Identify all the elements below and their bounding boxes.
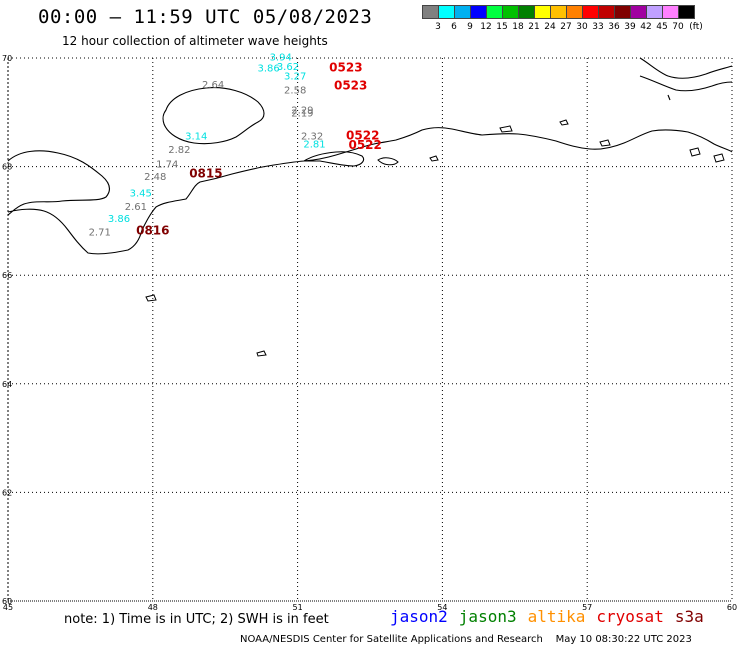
wave-height-value: 2.32 bbox=[301, 131, 323, 142]
colorbar-label: 45 bbox=[656, 22, 668, 32]
colorbar-label: 36 bbox=[608, 22, 620, 32]
wave-height-value: 3.86 bbox=[258, 64, 280, 75]
pass-time-label: 0522 bbox=[348, 138, 381, 152]
wave-height-value: 2.64 bbox=[202, 80, 224, 91]
satellite-name-s3a: s3a bbox=[674, 607, 704, 626]
longitude-tick-label: 54 bbox=[437, 603, 447, 612]
colorbar-label: 3 bbox=[435, 22, 441, 32]
colorbar-label: 18 bbox=[512, 22, 524, 32]
wave-height-value: 3.94 bbox=[270, 53, 292, 64]
coastline-mainland bbox=[7, 127, 733, 255]
pass-time-label: 0522 bbox=[346, 128, 379, 142]
wave-height-value: 2.81 bbox=[303, 140, 325, 151]
colorbar-label: 6 bbox=[451, 22, 457, 32]
colorbar-label: 15 bbox=[496, 22, 508, 32]
map-frame bbox=[7, 57, 733, 602]
footer-note: note: 1) Time is in UTC; 2) SWH is in fe… bbox=[64, 612, 329, 627]
colorbar-label: 9 bbox=[467, 22, 473, 32]
colorbar-label: 21 bbox=[528, 22, 540, 32]
wave-height-value: 3.45 bbox=[130, 188, 152, 199]
wave-height-value: 2.19 bbox=[291, 109, 313, 120]
wave-height-value: 3.14 bbox=[185, 131, 207, 142]
wave-height-value: 2.48 bbox=[144, 172, 166, 183]
colorbar-label: 42 bbox=[640, 22, 652, 32]
colorbar-label: 27 bbox=[560, 22, 572, 32]
latitude-tick-label: 70 bbox=[2, 54, 12, 63]
colorbar-label: 70 bbox=[672, 22, 684, 32]
wave-height-value: 2.82 bbox=[168, 145, 190, 156]
pass-time-label: 0816 bbox=[136, 223, 169, 237]
wave-height-value: 2.58 bbox=[284, 85, 306, 96]
longitude-tick-label: 60 bbox=[727, 603, 737, 612]
pass-time-label: 0815 bbox=[189, 166, 222, 180]
latitude-tick-label: 68 bbox=[2, 163, 12, 172]
colorbar-label: 24 bbox=[544, 22, 556, 32]
longitude-tick-label: 57 bbox=[582, 603, 592, 612]
colorbar-label: 30 bbox=[576, 22, 588, 32]
wave-height-value: 3.86 bbox=[108, 214, 130, 225]
wave-height-value: 3.62 bbox=[277, 62, 299, 73]
pass-time-label: 0523 bbox=[329, 61, 362, 75]
longitude-tick-label: 51 bbox=[293, 603, 303, 612]
page-title: 00:00 – 11:59 UTC 05/08/2023 bbox=[38, 6, 373, 28]
satellite-name-altika: altika bbox=[527, 607, 586, 626]
wave-height-colorbar bbox=[422, 5, 695, 19]
colorbar-label: (ft) bbox=[689, 22, 703, 32]
wave-height-value: 1.74 bbox=[156, 160, 178, 171]
map-gridlines bbox=[7, 57, 733, 602]
pass-time-label: 0523 bbox=[334, 78, 367, 92]
credit-line: NOAA/NESDIS Center for Satellite Applica… bbox=[240, 634, 692, 645]
colorbar-label: 12 bbox=[480, 22, 492, 32]
colorbar-swatch bbox=[678, 5, 695, 19]
colorbar-label: 33 bbox=[592, 22, 604, 32]
coastline-novaya-zemlya bbox=[639, 57, 733, 101]
satellite-legend: jason2 jason3 altika cryosat s3a bbox=[390, 607, 715, 626]
satellite-name-jason2: jason2 bbox=[390, 607, 448, 626]
satellite-name-jason3: jason3 bbox=[458, 607, 517, 626]
page-subtitle: 12 hour collection of altimeter wave hei… bbox=[62, 34, 328, 48]
satellite-name-cryosat: cryosat bbox=[596, 607, 664, 626]
coastline-small-islands bbox=[145, 119, 725, 357]
wave-height-value: 2.71 bbox=[89, 228, 111, 239]
coastline-kolguev-island bbox=[162, 87, 265, 145]
longitude-tick-label: 45 bbox=[3, 603, 13, 612]
latitude-tick-label: 60 bbox=[2, 597, 12, 606]
latitude-tick-label: 64 bbox=[2, 380, 12, 389]
colorbar-label: 39 bbox=[624, 22, 636, 32]
wave-height-value: 3.27 bbox=[284, 72, 306, 83]
wave-height-value: 2.61 bbox=[125, 202, 147, 213]
colorbar-labels: 3 6 9 12 15 18 21 24 27 30 33 36 39 42 45 70 (ft) bbox=[422, 22, 740, 36]
axis-tick-labels: 45 48 51 54 57 60 70 68 66 64 62 60 bbox=[2, 54, 737, 612]
wave-height-observations: 3.943.623.863.272.64 2.582.292.192.322.81… bbox=[89, 53, 326, 239]
wave-height-value: 2.29 bbox=[291, 105, 313, 116]
longitude-tick-label: 48 bbox=[148, 603, 158, 612]
latitude-tick-label: 66 bbox=[2, 271, 12, 280]
latitude-tick-label: 62 bbox=[2, 488, 12, 497]
